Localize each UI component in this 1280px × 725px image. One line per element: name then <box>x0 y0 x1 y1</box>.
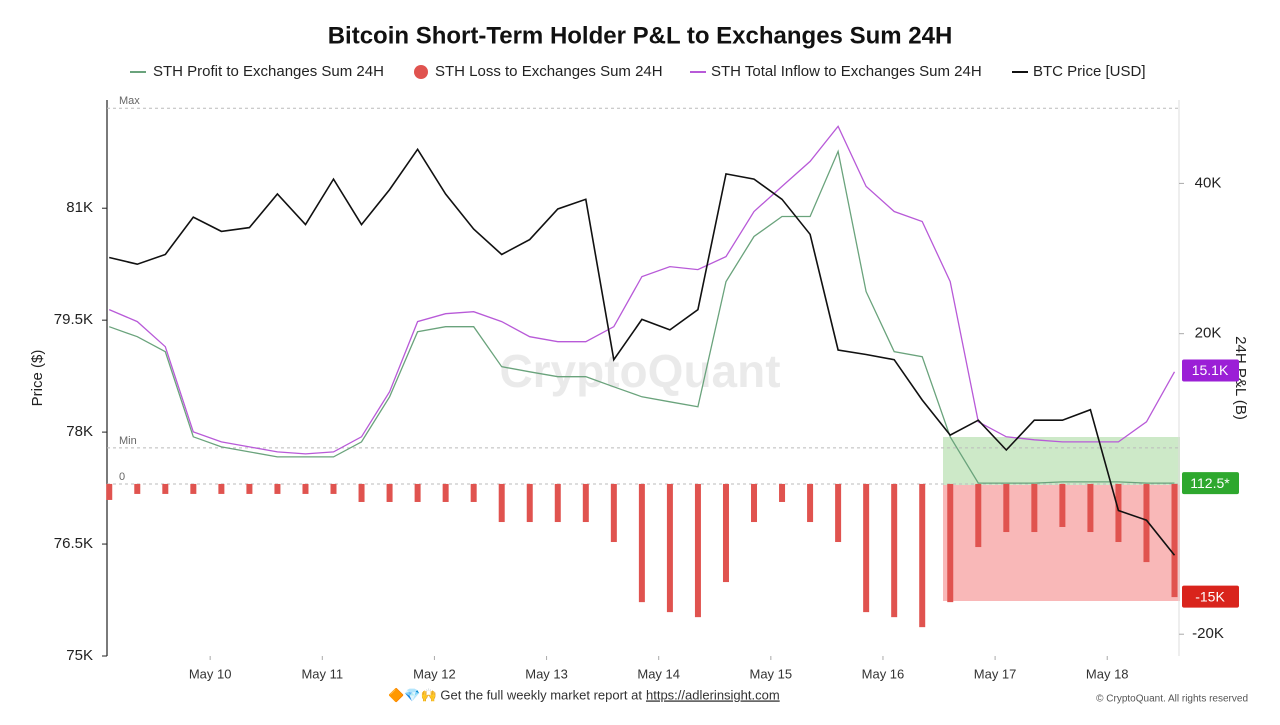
legend-swatch <box>414 65 428 79</box>
bar <box>358 483 365 502</box>
bar <box>666 483 673 613</box>
x-tick-label: May 13 <box>525 666 568 681</box>
reference-label: Min <box>119 435 137 447</box>
bar <box>694 483 701 618</box>
x-tick-label: May 12 <box>413 666 456 681</box>
bar <box>1031 483 1038 533</box>
bar <box>1059 483 1066 527</box>
y-tick-label: 78K <box>66 423 93 440</box>
series-line <box>109 147 1176 556</box>
series-line <box>108 125 1176 455</box>
y-axis-title: Price ($) <box>29 350 46 407</box>
watermark: CryptoQuant <box>499 345 780 397</box>
x-tick-label: May 17 <box>974 666 1017 681</box>
y-tick-label: 79.5K <box>54 311 93 328</box>
end-label-box <box>1182 472 1239 495</box>
legend-label: BTC Price [USD] <box>1033 63 1146 80</box>
reference-label: Max <box>119 95 140 107</box>
bar <box>835 483 842 543</box>
footer-text: 🔶💎🙌 Get the full weekly market report at <box>388 687 642 702</box>
y-tick-label: 76.5K <box>54 535 93 552</box>
bar <box>610 483 617 543</box>
bar <box>526 483 533 523</box>
y2-tick-label: -20K <box>1192 625 1224 642</box>
chart-title: Bitcoin Short-Term Holder P&L to Exchang… <box>328 22 953 49</box>
bar <box>947 483 954 603</box>
bar <box>1143 483 1150 563</box>
bar <box>582 483 589 523</box>
end-label-box <box>1182 359 1239 382</box>
bar <box>246 483 253 494</box>
bar <box>722 483 729 583</box>
bar <box>106 483 113 500</box>
bar <box>779 483 786 502</box>
x-tick-label: May 14 <box>637 666 680 681</box>
bar <box>190 483 197 494</box>
end-label: 112.5* <box>1190 475 1230 491</box>
bar <box>863 483 870 613</box>
bar <box>134 483 141 494</box>
bar <box>751 483 758 523</box>
end-label: 15.1K <box>1192 362 1229 378</box>
y-tick-label: 75K <box>66 647 93 664</box>
bar <box>470 483 477 502</box>
bar <box>386 483 393 502</box>
bar <box>975 483 982 548</box>
end-label-box <box>1182 585 1239 608</box>
bar <box>162 483 169 494</box>
bar <box>919 483 926 628</box>
x-tick-label: May 18 <box>1086 666 1129 681</box>
bar <box>1115 483 1122 543</box>
bar <box>442 483 449 502</box>
legend-label: STH Profit to Exchanges Sum 24H <box>153 63 384 80</box>
bar <box>638 483 645 603</box>
y-tick-label: 81K <box>66 199 93 216</box>
legend-label: STH Total Inflow to Exchanges Sum 24H <box>711 63 982 80</box>
end-label: -15K <box>1195 588 1225 604</box>
y2-tick-label: 20K <box>1195 325 1222 342</box>
y2-tick-label: 40K <box>1195 174 1222 191</box>
footer: 🔶💎🙌 Get the full weekly market report at… <box>388 687 1248 704</box>
bar <box>218 483 225 494</box>
copyright: © CryptoQuant. All rights reserved <box>1096 694 1248 705</box>
x-tick-label: May 11 <box>301 666 343 681</box>
bar <box>807 483 814 523</box>
x-tick-label: May 10 <box>189 666 232 681</box>
footer-link[interactable]: https://adlerinsight.com <box>646 687 780 702</box>
x-tick-label: May 16 <box>862 666 905 681</box>
bar <box>302 483 309 494</box>
x-tick-label: May 15 <box>750 666 793 681</box>
bar <box>554 483 561 523</box>
bar <box>1003 483 1010 533</box>
legend-label: STH Loss to Exchanges Sum 24H <box>435 63 663 80</box>
reference-label: 0 <box>119 471 125 483</box>
y2-axis-title: 24H P&L (B) <box>1232 336 1249 420</box>
bar <box>274 483 281 494</box>
highlight-profit <box>943 437 1180 485</box>
bar <box>1171 483 1178 598</box>
bar <box>414 483 421 502</box>
bar <box>1087 483 1094 533</box>
bar <box>891 483 898 618</box>
series-line <box>108 149 1175 484</box>
bar <box>330 483 337 494</box>
bar <box>498 483 505 523</box>
